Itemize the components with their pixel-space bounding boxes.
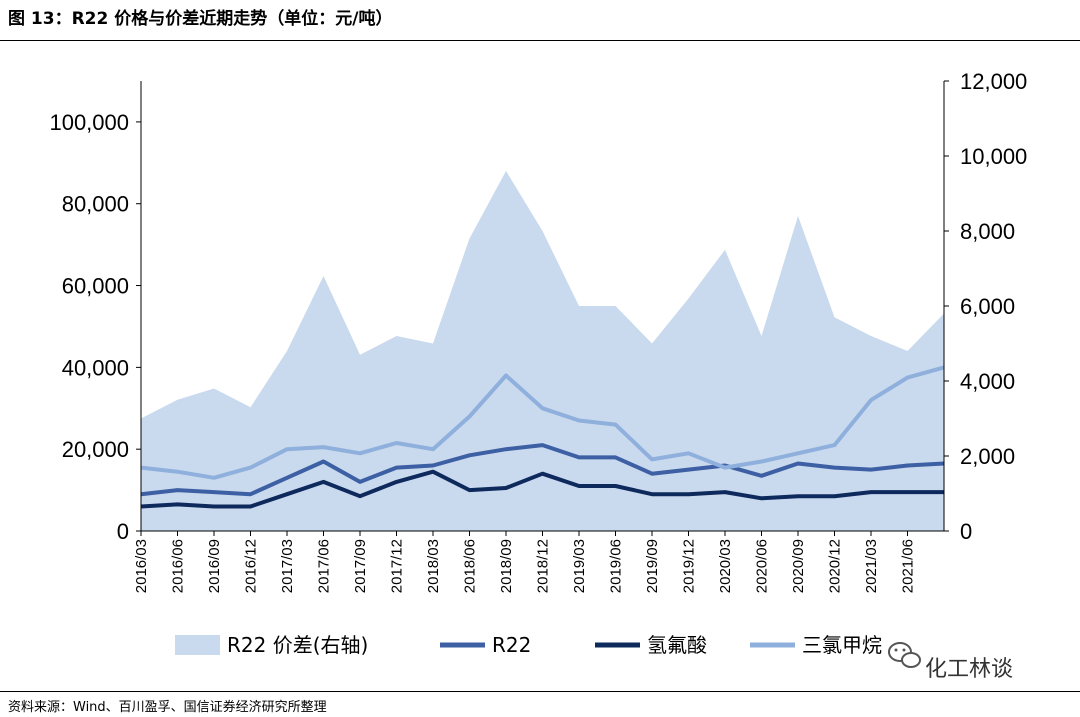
spread-area bbox=[141, 171, 944, 531]
x-tick-label: 2021/06 bbox=[900, 539, 917, 593]
series-line-1 bbox=[140, 443, 945, 497]
right-tick-label: 10,000 bbox=[960, 144, 1027, 169]
x-tick-label: 2019/03 bbox=[571, 539, 588, 593]
source-note: 资料来源：Wind、百川盈孚、国信证券经济研究所整理 bbox=[8, 700, 327, 715]
axes-layer: 0 20,000 40,000 60,000 80,000 100,000 0 2,000 4,… bbox=[49, 69, 1027, 593]
right-tick-label: 0 bbox=[960, 519, 972, 544]
spread-area-layer bbox=[141, 171, 944, 531]
legend-label: 三氯甲烷 bbox=[802, 633, 882, 657]
x-tick-label: 2020/03 bbox=[717, 539, 734, 593]
x-tick-label: 2019/12 bbox=[681, 539, 698, 593]
x-tick-label: 2018/12 bbox=[535, 539, 552, 593]
x-tick-label: 2016/12 bbox=[243, 539, 260, 593]
watermark: 化工林谈 bbox=[888, 642, 1013, 682]
right-tick-label: 8,000 bbox=[960, 219, 1015, 244]
title-rule bbox=[0, 40, 1080, 41]
right-tick-label: 12,000 bbox=[960, 69, 1027, 94]
x-tick-label: 2017/09 bbox=[352, 539, 369, 593]
x-tick-label: 2018/03 bbox=[425, 539, 442, 593]
left-tick-label: 60,000 bbox=[62, 274, 129, 299]
x-tick-label: 2017/06 bbox=[316, 539, 333, 593]
source-rule bbox=[0, 691, 1080, 692]
x-tick-label: 2017/12 bbox=[389, 539, 406, 593]
left-tick-label: 0 bbox=[117, 519, 129, 544]
series-line-2 bbox=[140, 469, 944, 509]
right-tick-label: 6,000 bbox=[960, 294, 1015, 319]
right-tick-label: 4,000 bbox=[960, 369, 1015, 394]
left-tick-label: 20,000 bbox=[62, 437, 129, 462]
wechat-icon bbox=[888, 642, 921, 668]
x-tick-label: 2016/03 bbox=[133, 539, 150, 593]
x-tick-label: 2019/06 bbox=[608, 539, 625, 593]
x-tick-label: 2021/03 bbox=[863, 539, 880, 593]
x-tick-label: 2016/09 bbox=[206, 539, 223, 593]
legend-swatch bbox=[175, 635, 220, 655]
x-tick-label: 2019/09 bbox=[644, 539, 661, 593]
legend-label: 氢氟酸 bbox=[647, 633, 707, 657]
chart-svg: 0 20,000 40,000 60,000 80,000 100,000 0 2,000 4,… bbox=[49, 69, 1027, 682]
legend-label: R22 bbox=[492, 633, 531, 657]
watermark-text: 化工林谈 bbox=[925, 657, 1013, 682]
x-tick-label: 2016/06 bbox=[170, 539, 187, 593]
right-tick-label: 2,000 bbox=[960, 444, 1015, 469]
x-tick-label: 2020/12 bbox=[827, 539, 844, 593]
x-tick-label: 2017/03 bbox=[279, 539, 296, 593]
left-tick-label: 80,000 bbox=[62, 192, 129, 217]
series-lines-layer bbox=[140, 365, 945, 509]
x-tick-label: 2018/06 bbox=[462, 539, 479, 593]
left-tick-label: 100,000 bbox=[49, 110, 129, 135]
x-tick-label: 2018/09 bbox=[498, 539, 515, 593]
figure-title: 图 13：R22 价格与价差近期走势（单位：元/吨） bbox=[8, 9, 393, 29]
legend: R22 价差(右轴) R22 氢氟酸 三氯甲烷 bbox=[175, 633, 882, 657]
x-tick-label: 2020/09 bbox=[790, 539, 807, 593]
series-line-3 bbox=[140, 365, 945, 480]
left-tick-label: 40,000 bbox=[62, 355, 129, 380]
legend-label: R22 价差(右轴) bbox=[227, 633, 368, 657]
x-tick-label: 2020/06 bbox=[754, 539, 771, 593]
